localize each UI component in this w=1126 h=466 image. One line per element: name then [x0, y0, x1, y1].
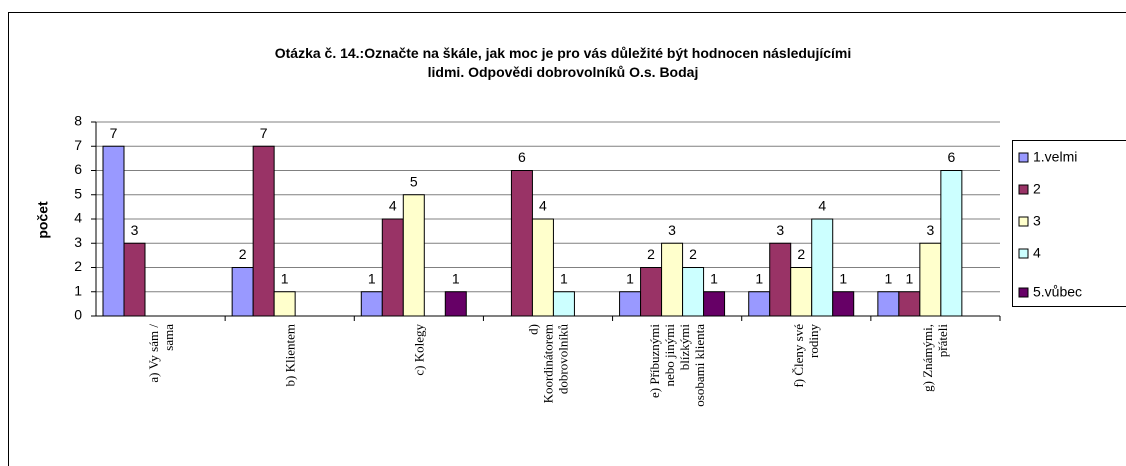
bar: [360, 291, 383, 317]
legend-box: [1012, 140, 1126, 307]
bar: [811, 218, 834, 317]
data-label: 7: [260, 125, 268, 141]
bar: [123, 242, 146, 317]
data-label: 6: [518, 149, 526, 165]
bar: [640, 267, 663, 317]
bar: [748, 291, 771, 317]
bar: [661, 242, 684, 317]
bar: [877, 291, 900, 317]
y-axis-label: počet: [35, 201, 51, 239]
data-label: 1: [368, 270, 376, 286]
bar: [769, 242, 792, 317]
bar: [381, 218, 404, 317]
y-tick-label: 7: [74, 137, 82, 153]
y-tick-label: 4: [74, 210, 82, 226]
bar: [231, 267, 254, 317]
data-label: 3: [668, 222, 676, 238]
data-label: 1: [884, 270, 892, 286]
data-label: 1: [560, 270, 568, 286]
y-tick-label: 8: [74, 113, 82, 129]
data-label: 3: [926, 222, 934, 238]
y-tick-label: 5: [74, 185, 82, 201]
bar: [252, 145, 275, 317]
bar: [790, 267, 813, 317]
y-tick-label: 1: [74, 282, 82, 298]
data-label: 2: [689, 246, 697, 262]
bar: [510, 170, 533, 317]
y-tick-label: 3: [74, 234, 82, 250]
data-label: 3: [776, 222, 784, 238]
chart-title: Otázka č. 14.:Označte na škále, jak moc …: [274, 45, 852, 80]
chart-border: [8, 12, 1126, 466]
data-label: 1: [755, 270, 763, 286]
x-tick-label: e) Příbuznými nebo jinými blízkými osoba…: [647, 324, 708, 407]
x-tick-label: c) Kolegy: [411, 324, 427, 376]
data-label: 3: [131, 222, 139, 238]
data-label: 2: [239, 246, 247, 262]
bar: [919, 242, 942, 317]
y-tick-label: 0: [74, 307, 82, 323]
data-label: 5: [410, 173, 418, 189]
bar: [898, 291, 921, 317]
data-label: 6: [947, 149, 955, 165]
legend-swatch: [1018, 248, 1029, 259]
legend-swatch: [1018, 152, 1029, 163]
legend-label: 5.vůbec: [1033, 284, 1082, 300]
legend-label: 1.velmi: [1033, 149, 1077, 165]
bar: [444, 291, 467, 317]
legend-label: 2: [1033, 181, 1041, 197]
data-label: 1: [710, 270, 718, 286]
data-label: 7: [110, 125, 118, 141]
data-label: 1: [905, 270, 913, 286]
data-label: 1: [281, 270, 289, 286]
x-tick-label: d) Koordinátorem dobrovolníků: [525, 324, 571, 404]
bar: [940, 170, 963, 317]
bar: [552, 291, 575, 317]
data-label: 1: [626, 270, 634, 286]
y-tick-label: 6: [74, 161, 82, 177]
bar: [619, 291, 642, 317]
y-tick-label: 2: [74, 258, 82, 274]
data-label: 4: [389, 198, 397, 214]
data-label: 1: [839, 270, 847, 286]
x-tick-label: a) Vy sám / sama: [145, 324, 176, 383]
x-tick-label: g) Známými, přáteli: [920, 324, 951, 392]
legend-swatch: [1018, 216, 1029, 227]
legend-label: 3: [1033, 213, 1041, 229]
bar: [273, 291, 296, 317]
data-label: 2: [647, 246, 655, 262]
bar: [832, 291, 855, 317]
bar: [402, 194, 425, 317]
bar: [703, 291, 726, 317]
x-tick-label: b) Klientem: [282, 324, 298, 387]
legend-label: 4: [1033, 245, 1041, 261]
bar: [102, 145, 125, 317]
bar: [682, 267, 705, 317]
data-label: 2: [797, 246, 805, 262]
bar: [531, 218, 554, 317]
x-tick-label: f) Členy své rodiny: [791, 324, 822, 388]
legend-swatch: [1018, 184, 1029, 195]
legend-swatch: [1018, 287, 1029, 298]
data-label: 1: [452, 270, 460, 286]
data-label: 4: [539, 198, 547, 214]
data-label: 4: [818, 198, 826, 214]
